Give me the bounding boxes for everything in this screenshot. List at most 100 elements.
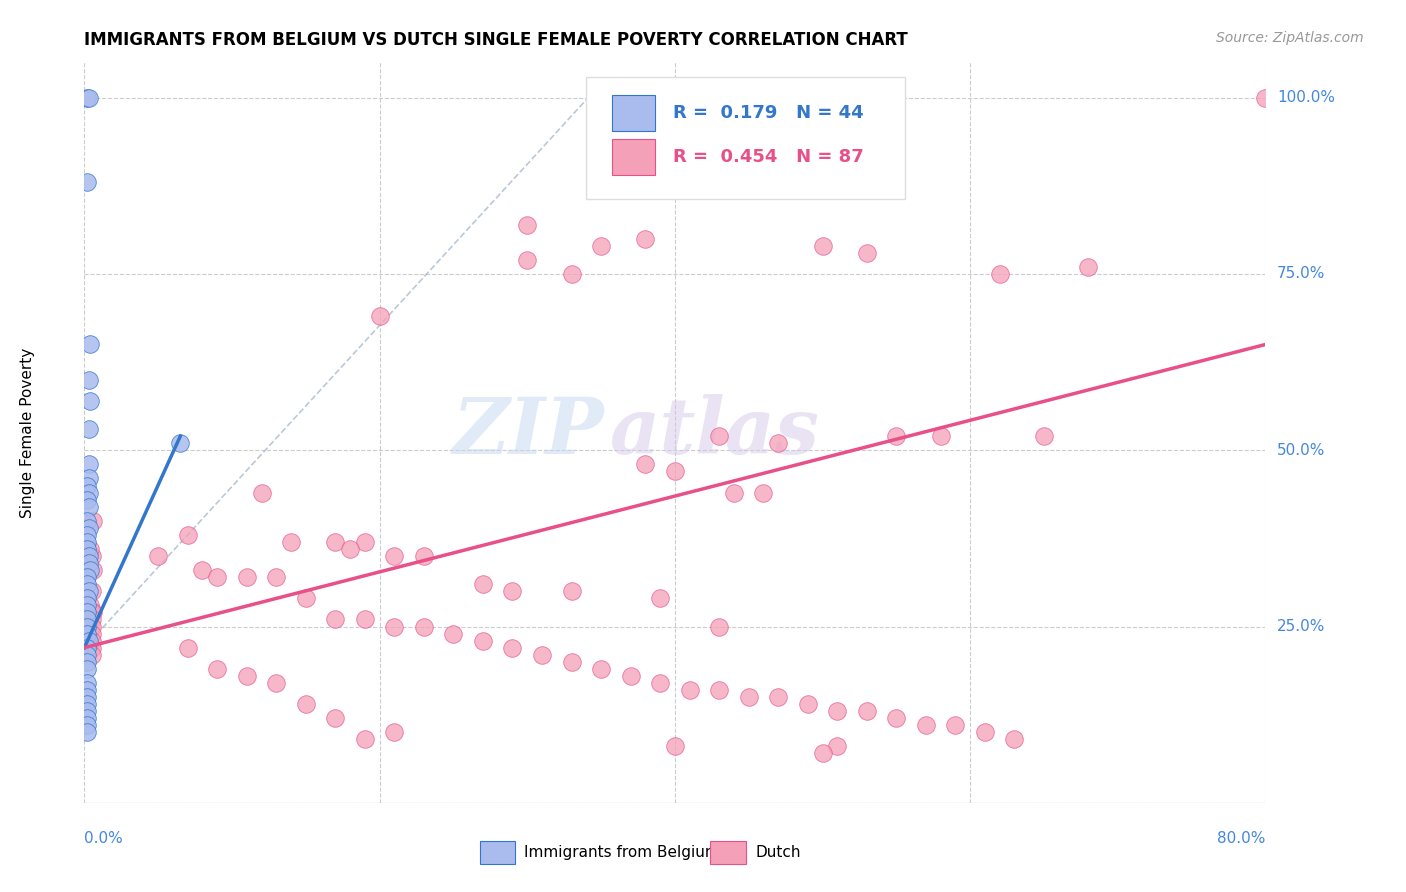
- Text: Dutch: Dutch: [755, 845, 800, 860]
- Point: [77, 521, 100, 535]
- Text: 100.0%: 100.0%: [1277, 90, 1336, 105]
- Point: [77, 500, 100, 514]
- Point: [709, 619, 731, 633]
- Point: [1004, 732, 1026, 747]
- Point: [80, 619, 103, 633]
- Point: [664, 464, 686, 478]
- Text: Source: ZipAtlas.com: Source: ZipAtlas.com: [1216, 31, 1364, 45]
- Point: [339, 541, 361, 556]
- Point: [886, 711, 908, 725]
- Point: [472, 633, 495, 648]
- Text: 75.0%: 75.0%: [1277, 267, 1326, 282]
- Point: [354, 535, 377, 549]
- Point: [1077, 260, 1099, 274]
- Point: [709, 683, 731, 698]
- Point: [80, 640, 103, 655]
- Point: [177, 640, 200, 655]
- Point: [1033, 429, 1056, 443]
- Point: [709, 429, 731, 443]
- Point: [76, 591, 98, 606]
- Point: [325, 612, 347, 626]
- Point: [76, 640, 98, 655]
- Point: [76, 612, 98, 626]
- Point: [650, 676, 672, 690]
- Point: [723, 485, 745, 500]
- Point: [368, 310, 391, 324]
- Point: [382, 549, 406, 563]
- Point: [664, 739, 686, 754]
- Point: [76, 655, 98, 669]
- Point: [76, 514, 98, 528]
- Text: R =  0.179   N = 44: R = 0.179 N = 44: [672, 103, 863, 122]
- Point: [413, 619, 436, 633]
- Point: [77, 471, 100, 485]
- Point: [472, 577, 495, 591]
- Point: [768, 690, 790, 704]
- Point: [797, 697, 820, 711]
- Point: [856, 704, 879, 718]
- Point: [752, 485, 775, 500]
- Point: [443, 626, 465, 640]
- Point: [945, 718, 967, 732]
- Point: [738, 690, 761, 704]
- Point: [148, 549, 170, 563]
- Point: [76, 626, 98, 640]
- Point: [77, 556, 100, 570]
- Point: [79, 541, 101, 556]
- Point: [915, 718, 938, 732]
- Point: [80, 549, 103, 563]
- Point: [76, 606, 98, 620]
- Point: [325, 535, 347, 549]
- Point: [80, 606, 103, 620]
- FancyBboxPatch shape: [479, 840, 516, 864]
- FancyBboxPatch shape: [710, 840, 745, 864]
- Point: [516, 252, 538, 267]
- Point: [679, 683, 702, 698]
- Point: [76, 541, 98, 556]
- Point: [295, 697, 318, 711]
- Point: [77, 422, 100, 436]
- Point: [988, 267, 1011, 281]
- Point: [501, 640, 523, 655]
- Point: [80, 626, 103, 640]
- Point: [77, 549, 100, 563]
- Point: [79, 337, 101, 351]
- Point: [811, 747, 834, 761]
- Text: IMMIGRANTS FROM BELGIUM VS DUTCH SINGLE FEMALE POVERTY CORRELATION CHART: IMMIGRANTS FROM BELGIUM VS DUTCH SINGLE …: [84, 31, 908, 49]
- FancyBboxPatch shape: [612, 139, 655, 175]
- Point: [650, 591, 672, 606]
- Point: [77, 485, 100, 500]
- Point: [827, 739, 849, 754]
- Point: [207, 662, 229, 676]
- Point: [561, 267, 583, 281]
- Point: [591, 662, 613, 676]
- Point: [974, 725, 997, 739]
- Point: [886, 429, 908, 443]
- Point: [634, 458, 657, 472]
- Point: [79, 393, 101, 408]
- Point: [811, 239, 834, 253]
- Point: [295, 591, 318, 606]
- Text: Single Female Poverty: Single Female Poverty: [20, 348, 35, 517]
- Point: [266, 570, 288, 584]
- FancyBboxPatch shape: [612, 95, 655, 130]
- Point: [77, 633, 100, 648]
- Point: [76, 570, 98, 584]
- Point: [413, 549, 436, 563]
- Point: [1254, 91, 1277, 105]
- Text: 25.0%: 25.0%: [1277, 619, 1326, 634]
- Point: [325, 711, 347, 725]
- Point: [561, 655, 583, 669]
- Point: [76, 697, 98, 711]
- Point: [77, 584, 100, 599]
- Text: R =  0.454   N = 87: R = 0.454 N = 87: [672, 148, 863, 166]
- Point: [80, 584, 103, 599]
- Text: ZIP: ZIP: [453, 394, 605, 471]
- Point: [79, 563, 101, 577]
- Point: [77, 373, 100, 387]
- Point: [236, 570, 259, 584]
- Point: [76, 676, 98, 690]
- Text: 0.0%: 0.0%: [84, 831, 124, 846]
- Point: [76, 711, 98, 725]
- Text: Immigrants from Belgium: Immigrants from Belgium: [523, 845, 720, 860]
